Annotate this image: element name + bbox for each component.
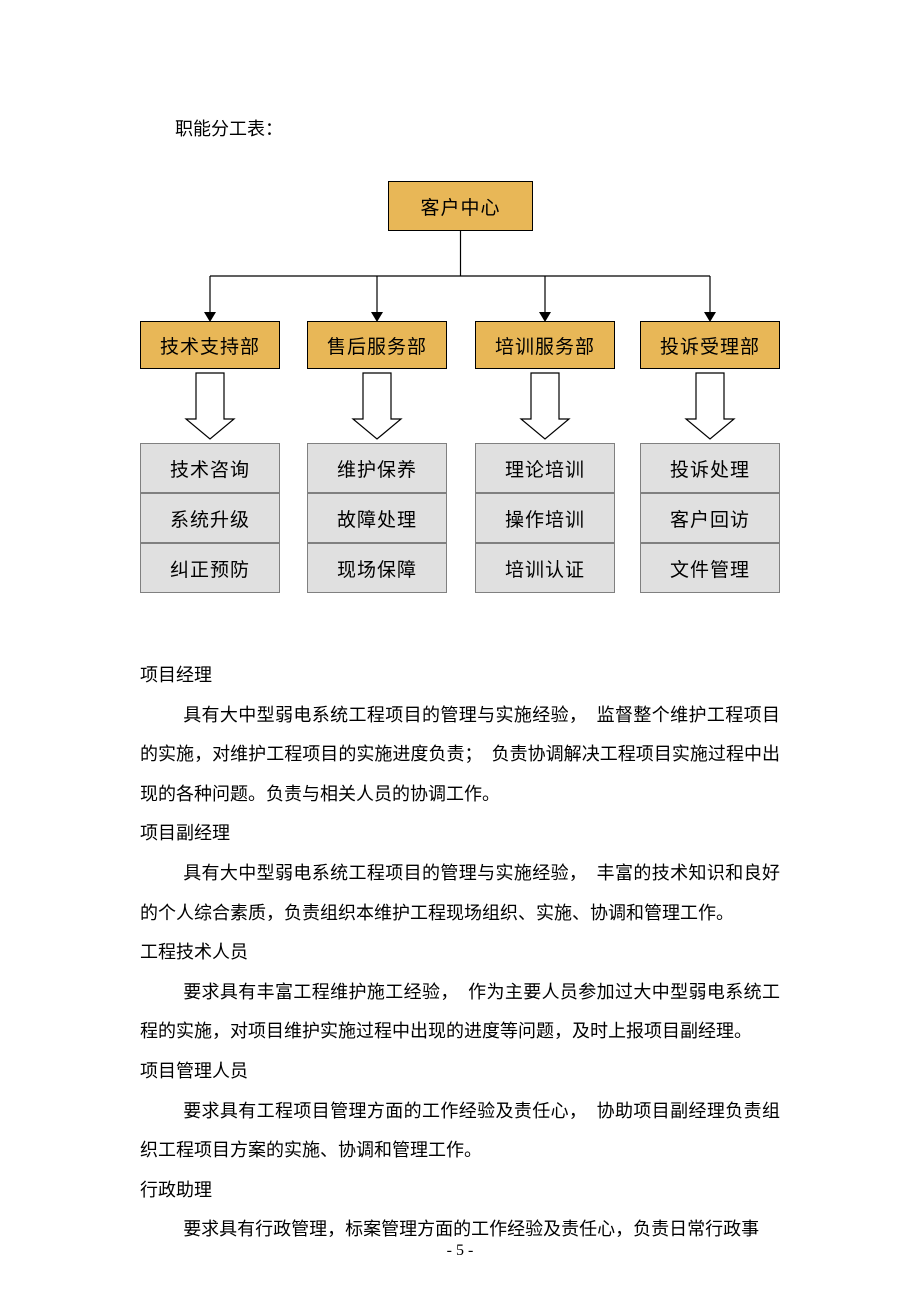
role-title: 行政助理 [140, 1171, 780, 1211]
task-node-9: 投诉处理 [640, 443, 780, 493]
role-paragraph: 具有大中型弱电系统工程项目的管理与实施经验， 丰富的技术知识和良好的个人综合素质… [140, 854, 780, 933]
task-node-5: 现场保障 [307, 543, 447, 593]
role-title: 项目经理 [140, 656, 780, 696]
task-node-2: 纠正预防 [140, 543, 280, 593]
dept-node-3: 投诉受理部 [640, 321, 780, 369]
page-number: - 5 - [140, 1242, 780, 1260]
role-title: 项目管理人员 [140, 1052, 780, 1092]
dept-node-1: 售后服务部 [307, 321, 447, 369]
top-node: 客户中心 [388, 181, 533, 231]
section-title: 职能分工表： [175, 115, 780, 141]
role-paragraph: 具有大中型弱电系统工程项目的管理与实施经验， 监督整个维护工程项目的实施，对维护… [140, 696, 780, 815]
role-title: 项目副经理 [140, 814, 780, 854]
role-title: 工程技术人员 [140, 933, 780, 973]
task-node-3: 维护保养 [307, 443, 447, 493]
dept-node-0: 技术支持部 [140, 321, 280, 369]
page: 职能分工表： 客户中心技术支持部售后服务部培训服务部投诉受理部技术咨询系统升级纠… [0, 0, 920, 1310]
task-node-0: 技术咨询 [140, 443, 280, 493]
task-node-11: 文件管理 [640, 543, 780, 593]
task-node-10: 客户回访 [640, 493, 780, 543]
role-paragraph: 要求具有工程项目管理方面的工作经验及责任心， 协助项目副经理负责组织工程项目方案… [140, 1092, 780, 1171]
task-node-6: 理论培训 [475, 443, 615, 493]
task-node-1: 系统升级 [140, 493, 280, 543]
task-node-8: 培训认证 [475, 543, 615, 593]
dept-node-2: 培训服务部 [475, 321, 615, 369]
task-node-7: 操作培训 [475, 493, 615, 543]
task-node-4: 故障处理 [307, 493, 447, 543]
org-chart: 客户中心技术支持部售后服务部培训服务部投诉受理部技术咨询系统升级纠正预防维护保养… [140, 181, 780, 611]
role-paragraph: 要求具有丰富工程维护施工经验， 作为主要人员参加过大中型弱电系统工程的实施，对项… [140, 973, 780, 1052]
body-text: 项目经理具有大中型弱电系统工程项目的管理与实施经验， 监督整个维护工程项目的实施… [140, 656, 780, 1250]
